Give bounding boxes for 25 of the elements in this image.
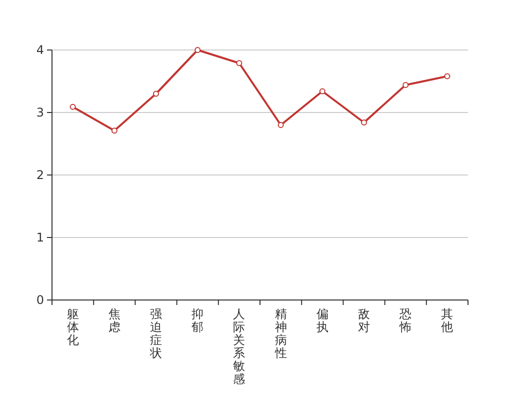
x-tick-label: 精神病性	[274, 307, 287, 360]
x-tick-label: 焦虑	[108, 307, 120, 334]
point	[236, 60, 242, 66]
x-tick-label: 其他	[441, 307, 454, 334]
x-tick-label: 抑郁	[192, 307, 204, 334]
point	[444, 73, 450, 80]
point	[194, 47, 201, 53]
x-tick-label: 偏执	[316, 307, 328, 334]
y-tick-label: 0	[36, 293, 44, 307]
point	[278, 122, 284, 128]
point	[402, 82, 409, 88]
point	[153, 90, 159, 97]
y-tick-label: 2	[36, 168, 44, 182]
y-tick-label: 3	[36, 106, 44, 120]
y-tick-label: 4	[36, 43, 44, 57]
point	[111, 128, 118, 134]
x-tick-label: 强迫症状	[149, 307, 162, 360]
x-tick-label: 恐怖	[398, 307, 412, 334]
x-tick-label: 敌对	[358, 307, 370, 334]
point	[70, 104, 76, 110]
x-tick-label: 躯体化	[66, 307, 79, 347]
y-tick-label: 1	[36, 230, 44, 244]
x-tick-label: 人际关系敏感	[233, 307, 246, 386]
point	[361, 120, 367, 126]
point	[319, 88, 326, 94]
